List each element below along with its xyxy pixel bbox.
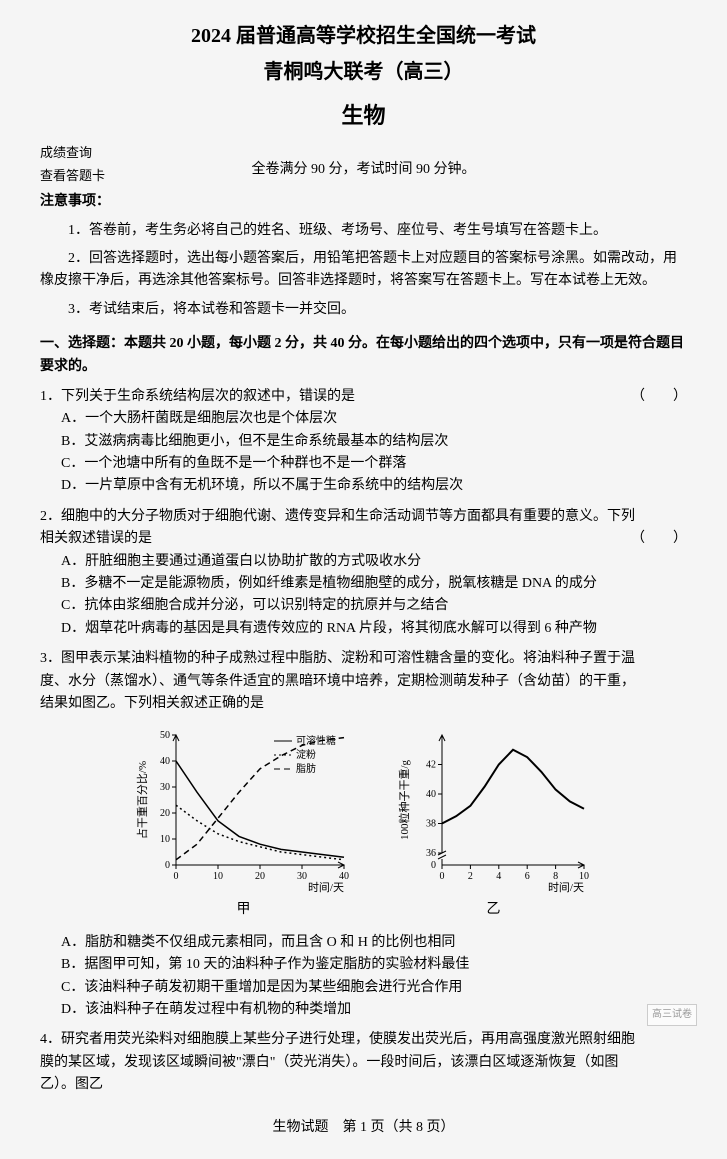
svg-text:占干重百分比/%: 占干重百分比/% [135, 761, 149, 839]
q3-option-d: D．该油料种子在萌发过程中有机物的种类增加 [40, 999, 687, 1021]
svg-text:时间/天: 时间/天 [307, 881, 343, 894]
svg-text:40: 40 [160, 756, 170, 767]
question-1: 1．下列关于生命系统结构层次的叙述中，错误的是 （ ） A．一个大肠杆菌既是细胞层… [40, 386, 687, 498]
q3-option-b: B．据图甲可知，第 10 天的油料种子作为鉴定脂肪的实验材料最佳 [40, 954, 687, 976]
notice-3: 3．考试结束后，将本试卷和答题卡一并交回。 [40, 299, 687, 321]
question-2: 2．细胞中的大分子物质对于细胞代谢、遗传变异和生命活动调节等方面都具有重要的意义… [40, 506, 687, 640]
section-1-header: 一、选择题：本题共 20 小题，每小题 2 分，共 40 分。在每小题给出的四个… [40, 333, 687, 378]
svg-text:40: 40 [426, 789, 436, 800]
q1-option-d: D．一片草原中含有无机环境，所以不属于生命系统中的结构层次 [40, 475, 687, 497]
svg-text:0: 0 [173, 871, 178, 882]
q1-bracket: （ ） [631, 386, 687, 408]
charts-row: 01020304001020304050时间/天占干重百分比/%可溶性糖淀粉脂肪… [40, 725, 687, 921]
svg-text:0: 0 [431, 860, 436, 871]
svg-text:6: 6 [524, 871, 529, 882]
svg-text:50: 50 [160, 730, 170, 741]
svg-text:可溶性糖: 可溶性糖 [296, 734, 336, 747]
q3-stem: 3．图甲表示某油料植物的种子成熟过程中脂肪、淀粉和可溶性糖含量的变化。将油料种子… [40, 651, 635, 711]
q3-option-a: A．脂肪和糖类不仅组成元素相同，而且含 O 和 H 的比例也相同 [40, 932, 687, 954]
title-sub: 青桐鸣大联考（高三） [40, 56, 687, 88]
q3-option-c: C．该油料种子萌发初期干重增加是因为某些细胞会进行光合作用 [40, 977, 687, 999]
q1-option-c: C．一个池塘中所有的鱼既不是一个种群也不是一个群落 [40, 453, 687, 475]
watermark: 高三试卷 [647, 1004, 697, 1026]
q2-option-c: C．抗体由浆细胞合成并分泌，可以识别特定的抗原并与之结合 [40, 595, 687, 617]
notice-header: 注意事项： [40, 191, 687, 213]
q2-stem: 2．细胞中的大分子物质对于细胞代谢、遗传变异和生命活动调节等方面都具有重要的意义… [40, 509, 635, 546]
svg-text:0: 0 [165, 860, 170, 871]
svg-text:时间/天: 时间/天 [547, 881, 583, 894]
svg-text:30: 30 [297, 871, 307, 882]
svg-text:10: 10 [579, 871, 589, 882]
svg-text:40: 40 [339, 871, 349, 882]
q2-bracket: （ ） [631, 528, 687, 550]
chart-jia-label: 甲 [134, 899, 354, 921]
question-4: 4．研究者用荧光染料对细胞膜上某些分子进行处理，使膜发出荧光后，再用高强度激光照… [40, 1029, 687, 1096]
svg-text:30: 30 [160, 782, 170, 793]
notice-2: 2．回答选择题时，选出每小题答案后，用铅笔把答题卡上对应题目的答案标号涂黑。如需… [40, 248, 687, 293]
svg-text:100粒种子干重/g: 100粒种子干重/g [397, 760, 411, 841]
svg-text:2: 2 [467, 871, 472, 882]
svg-text:淀粉: 淀粉 [296, 748, 316, 761]
q2-option-d: D．烟草花叶病毒的基因是具有遗传效应的 RNA 片段，将其彻底水解可以得到 6 … [40, 618, 687, 640]
q4-stem: 4．研究者用荧光染料对细胞膜上某些分子进行处理，使膜发出荧光后，再用高强度激光照… [40, 1032, 635, 1092]
svg-text:20: 20 [160, 808, 170, 819]
q2-option-b: B．多糖不一定是能源物质，例如纤维素是植物细胞壁的成分，脱氧核糖是 DNA 的成… [40, 573, 687, 595]
chart-yi: 0 2 4 6 8 10 36 38 40 42 0 时间/天 100粒种子干重/g [394, 725, 594, 895]
chart-jia-wrap: 0 10 20 30 40 0 10 20 30 40 50 时间/天 占干重百分比/% 可溶性糖淀粉脂肪… [134, 725, 354, 921]
svg-text:脂肪: 脂肪 [296, 762, 316, 775]
q1-option-a: A．一个大肠杆菌既是细胞层次也是个体层次 [40, 408, 687, 430]
chart-yi-wrap: 0 2 4 6 8 10 36 38 40 42 0 时间/天 100粒种子干重/g 乙 [394, 725, 594, 921]
q2-option-a: A．肝脏细胞主要通过通道蛋白以协助扩散的方式吸收水分 [40, 551, 687, 573]
svg-text:8: 8 [553, 871, 558, 882]
meta-exam-info: 全卷满分 90 分，考试时间 90 分钟。 [40, 159, 687, 181]
svg-text:20: 20 [255, 871, 265, 882]
svg-text:4: 4 [496, 871, 501, 882]
chart-yi-label: 乙 [394, 899, 594, 921]
svg-text:38: 38 [426, 819, 436, 830]
page-footer: 生物试题 第 1 页（共 8 页） [40, 1117, 687, 1139]
svg-text:0: 0 [439, 871, 444, 882]
svg-text:10: 10 [213, 871, 223, 882]
subject: 生物 [40, 98, 687, 133]
svg-text:42: 42 [426, 760, 436, 771]
notice-1: 1．答卷前，考生务必将自己的姓名、班级、考场号、座位号、考生号填写在答题卡上。 [40, 220, 687, 242]
q1-stem: 1．下列关于生命系统结构层次的叙述中，错误的是 [40, 389, 355, 404]
chart-jia: 0 10 20 30 40 0 10 20 30 40 50 时间/天 占干重百分比/% 可溶性糖淀粉脂肪 [134, 725, 354, 895]
question-3: 3．图甲表示某油料植物的种子成熟过程中脂肪、淀粉和可溶性糖含量的变化。将油料种子… [40, 648, 687, 1021]
svg-text:10: 10 [160, 834, 170, 845]
title-main: 2024 届普通高等学校招生全国统一考试 [40, 20, 687, 52]
q1-option-b: B．艾滋病病毒比细胞更小，但不是生命系统最基本的结构层次 [40, 431, 687, 453]
svg-text:36: 36 [426, 848, 436, 859]
